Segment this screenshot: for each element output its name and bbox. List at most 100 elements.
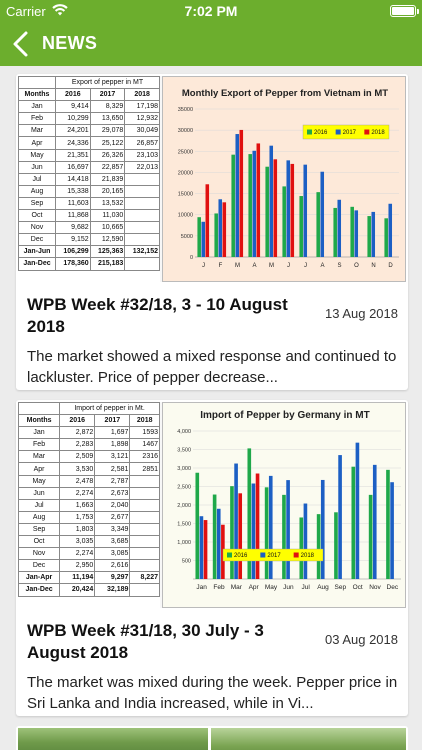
table-row: Nov 9,682 10,665 [18,221,160,235]
table-cell: Aug [18,184,56,198]
table-cell: 2016 [59,414,96,428]
table-row: Apr 24,336 25,122 26,857 [18,136,160,150]
table-cell [129,510,160,524]
table-cell: Sep [18,522,61,537]
bar-2016 [334,512,338,579]
table-row: Jul 14,418 21,839 [18,172,160,186]
x-tick-label: Apr [249,584,260,591]
table-cell [124,221,160,235]
bar-2018 [222,202,227,257]
table-cell: 8,227 [129,571,160,585]
table-cell [124,209,160,223]
table-body: Months 2016 2017 2018 Jan 2,872 1,697 1593 Feb 2,… [18,414,160,597]
table-row: Jul 1,663 2,040 [18,498,160,512]
legend-label: 2016 [234,553,248,559]
x-tick-label: J [304,263,307,269]
table-cell: 13,532 [89,196,126,211]
news-feed[interactable]: Export of pepper in MT Months 2016 2017 201… [0,66,422,750]
table-row: Mar 2,509 3,121 2316 [18,450,160,464]
table-cell [129,535,160,549]
table-cell: 2,509 [59,450,96,464]
x-tick-label: J [202,263,205,269]
table-caption-cell [18,402,61,416]
table-cell: 2,677 [94,510,131,524]
bar-2016 [264,487,269,579]
article-date: 13 Aug 2018 [324,306,398,321]
bar-2016 [248,154,252,257]
table-row: Aug 1,753 2,677 [18,510,160,524]
table-cell [129,559,160,573]
bar-2017 [269,145,274,257]
table-cell: 1,803 [59,522,96,537]
y-tick-label: 10000 [178,213,193,219]
table-cell: 12,932 [124,112,160,126]
table-cell: May [18,474,61,488]
table-row: Months 2016 2017 2018 [18,414,160,428]
bar-2017 [355,442,360,579]
table-cell: 22,013 [124,160,160,174]
x-tick-label: Dec [387,584,399,591]
bar-2016 [386,469,390,579]
table-cell: 10,299 [55,112,91,126]
bar-2017 [235,134,240,257]
bar-2016 [265,166,269,257]
table-caption: Export of pepper in MT [55,76,160,90]
table-cell: 2018 [129,414,160,428]
table-cell: Oct [18,209,56,223]
table-cell: 13,650 [89,112,126,126]
bar-2016 [214,213,218,257]
table-cell: Sep [18,196,56,211]
table-cell [124,184,160,198]
table-cell: Jul [18,498,61,512]
bar-2017 [286,480,290,579]
legend-swatch [307,129,312,135]
x-tick-label: D [388,263,393,269]
bar-2016 [282,186,286,257]
table-cell: 2,950 [59,559,96,573]
bar-2018 [273,159,278,257]
table-cell: Jan-Dec [18,257,56,271]
table-row: Apr 3,530 2,581 2851 [18,462,160,476]
bar-2017 [320,479,325,579]
table-cell: 8,329 [89,100,126,114]
back-chevron-icon[interactable] [10,30,34,58]
table-cell: 125,363 [89,245,126,259]
table-cell: May [18,148,56,162]
table-cell: 106,299 [55,245,91,259]
article-headline[interactable]: WPB Week #32/18, 3 - 10 August 2018 [27,295,288,336]
article-headline[interactable]: WPB Week #31/18, 30 July - 3 August 2018 [27,621,264,662]
table-cell: 2017 [89,88,126,102]
table-cell: 1,697 [94,426,131,440]
bar-2016 [351,466,356,579]
table-cell: 2017 [94,414,131,428]
x-tick-label: J [287,263,290,269]
news-card[interactable]: Export of pepper in MT Months 2016 2017 201… [16,74,408,390]
table-row: Jan-Apr 11,194 9,297 8,227 [18,571,160,585]
bar-2018 [256,143,261,257]
table-cell: 14,418 [55,172,91,186]
article-summary: The market showed a mixed response and c… [27,348,397,386]
table-cell: 32,189 [94,583,131,597]
table-cell: 3,035 [59,535,96,549]
news-card[interactable]: Import of pepper in Mt. Months 2016 2017 20… [16,400,408,716]
table-cell: 11,030 [89,209,126,223]
table-cell [129,547,160,561]
table-cell: 1,898 [94,438,131,452]
news-card-photo[interactable] [16,726,408,750]
table-cell: Feb [18,438,61,452]
table-cell: 24,201 [55,124,91,138]
table-cell: 24,336 [55,136,91,150]
bar-2017 [390,482,394,579]
table-cell: 178,360 [55,257,91,271]
article-date: 03 Aug 2018 [324,632,398,647]
table-cell [124,233,160,247]
article-summary: The market was mixed during the week. Pe… [27,674,398,712]
table-cell: 9,152 [55,233,91,247]
table-cell: Mar [18,124,56,138]
bar-2016 [212,494,217,579]
table-row: Jan-Jun 106,299 125,363 132,152 [18,245,160,259]
legend [302,124,390,140]
page-title: NEWS [42,33,98,53]
table-cell: Apr [18,462,61,476]
x-tick-label: S [337,263,341,269]
